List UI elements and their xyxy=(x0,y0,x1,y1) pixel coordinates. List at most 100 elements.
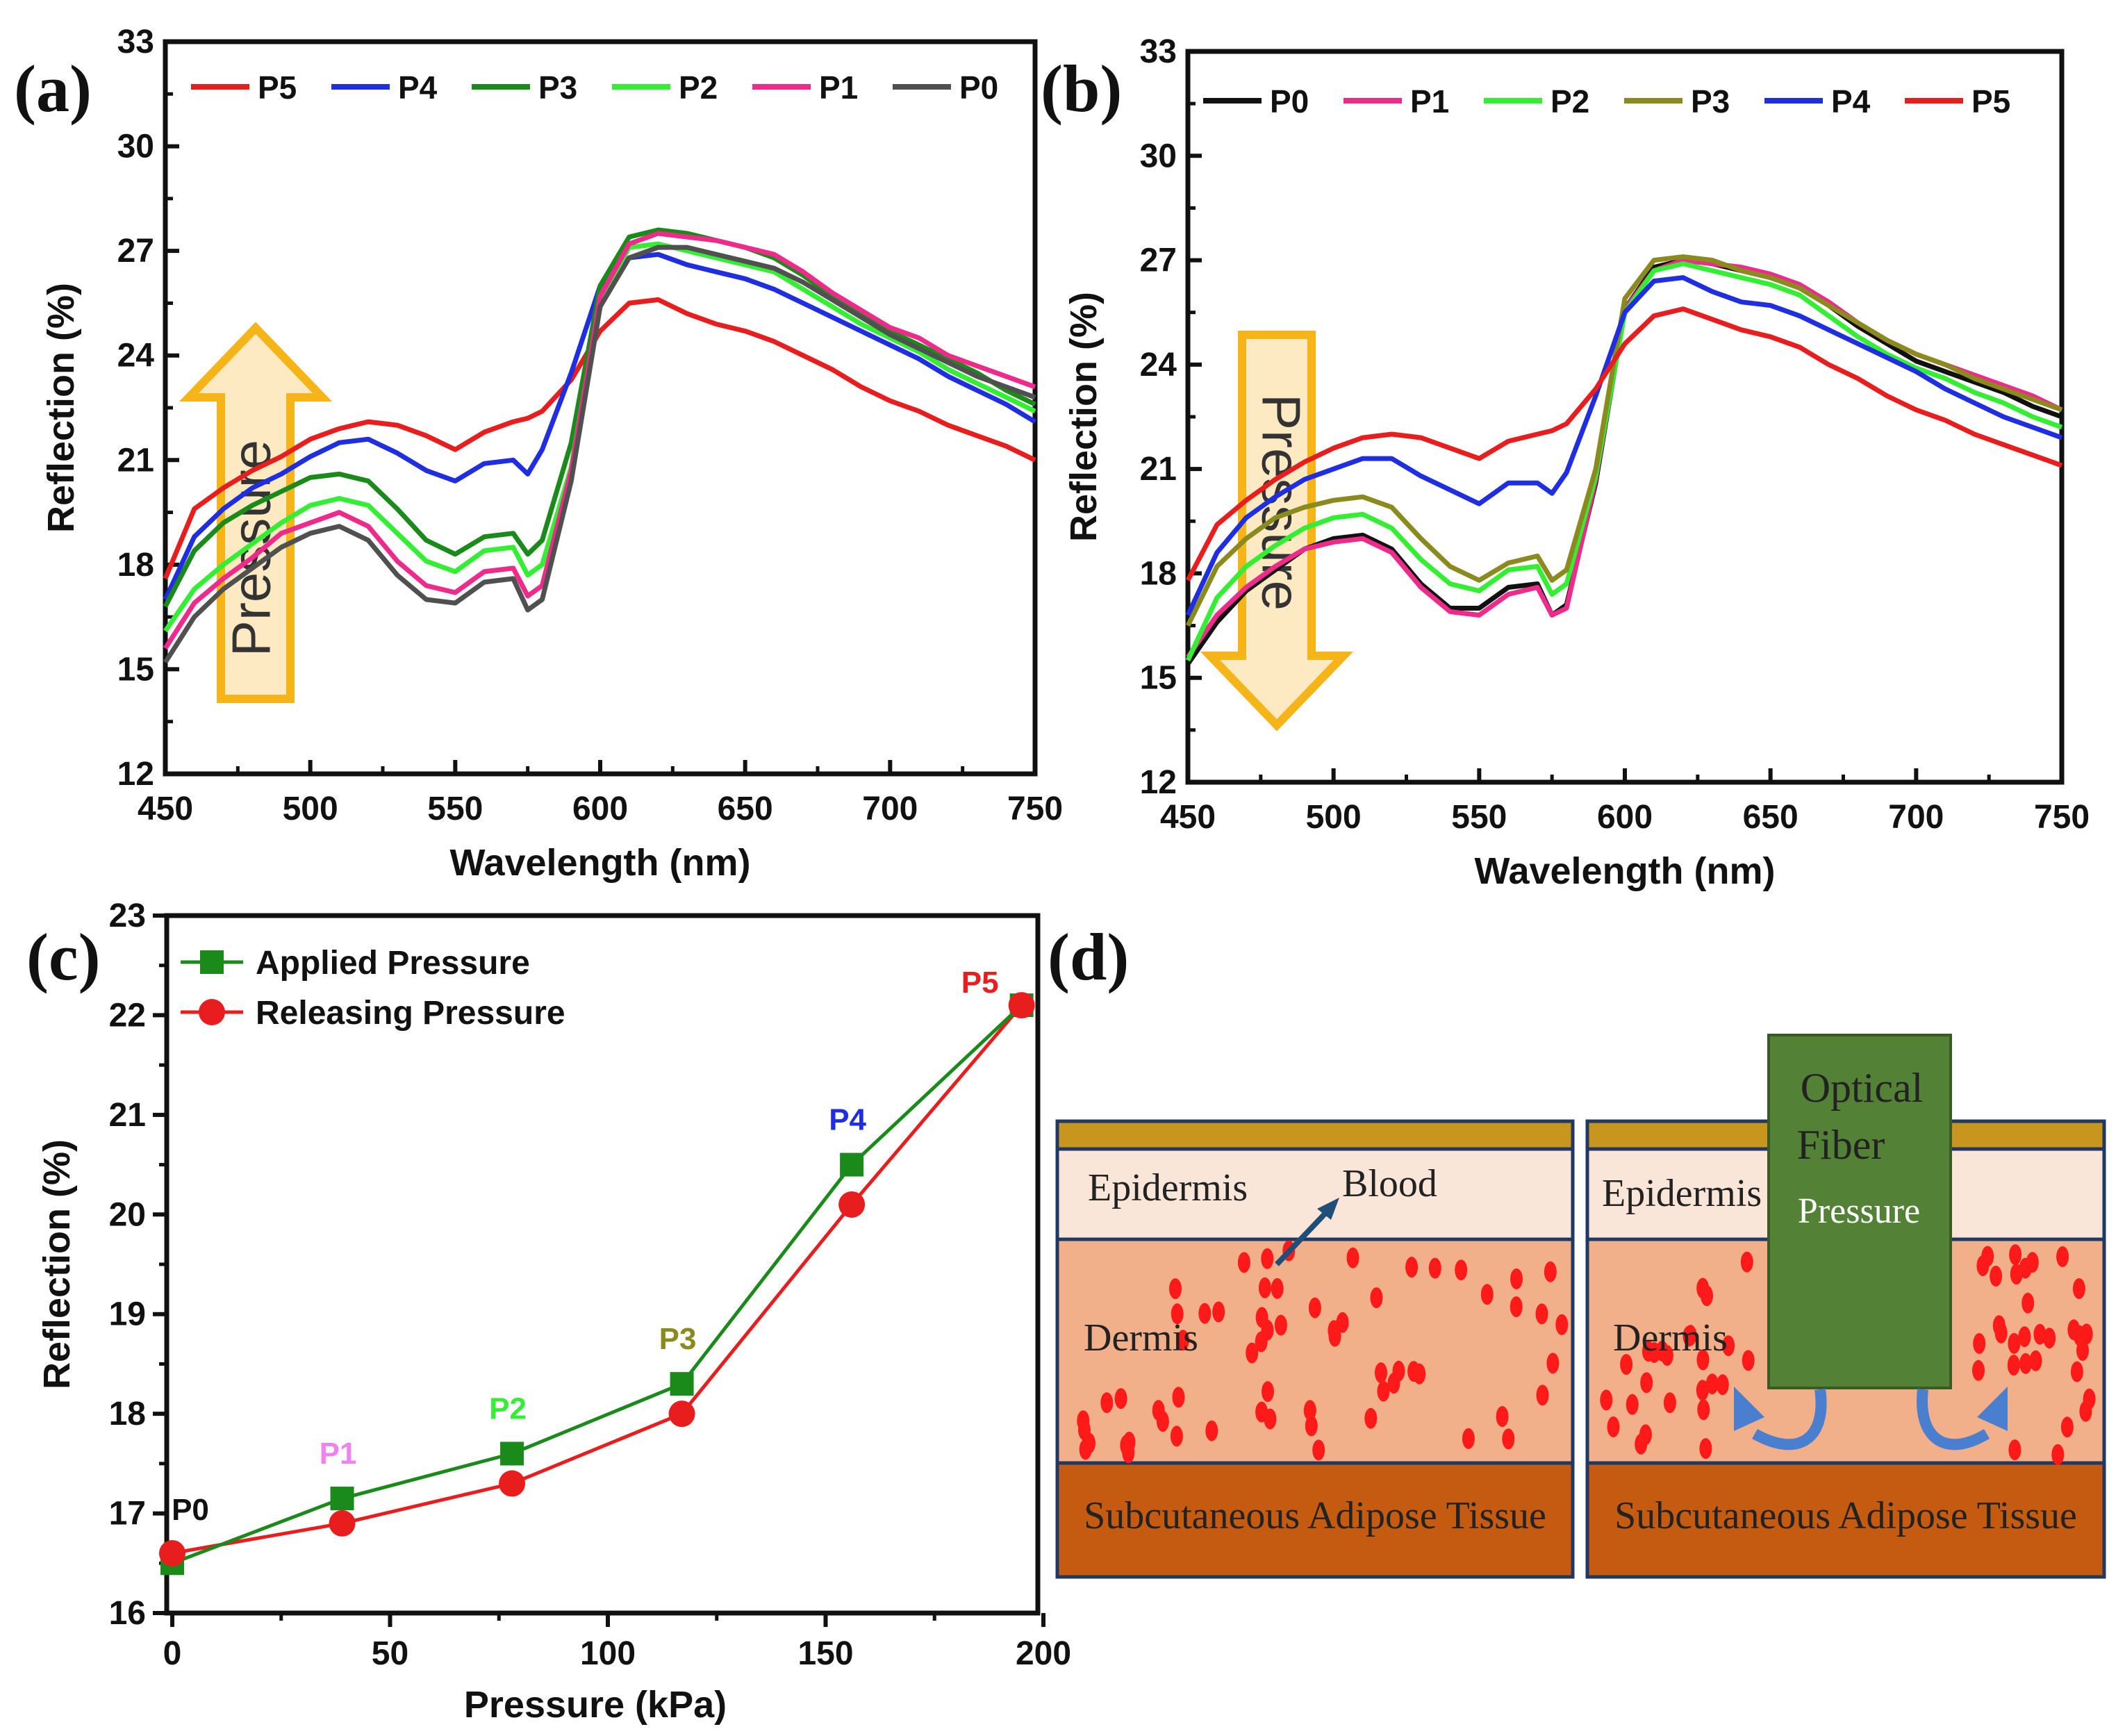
flow-arrow-left-head xyxy=(1734,1387,1764,1431)
blood-cell xyxy=(1120,1435,1133,1456)
y-axis-label: Reflection (%) xyxy=(40,283,82,533)
x-axis-label: Wavelength (nm) xyxy=(449,842,750,884)
y-tick-label: 12 xyxy=(117,756,154,793)
blood-cell xyxy=(1544,1261,1557,1282)
blood-cell xyxy=(1555,1314,1569,1335)
blood-cell xyxy=(2021,1292,2035,1314)
blood-cell xyxy=(1255,1307,1268,1328)
blood-cell xyxy=(2072,1278,2085,1299)
blood-pointer-arrowhead xyxy=(1317,1198,1339,1220)
blood-cell xyxy=(1648,1342,1661,1363)
y-tick-label: 24 xyxy=(117,338,155,374)
panel-label-a: (a) xyxy=(14,51,92,126)
series-line-applied xyxy=(172,1004,1023,1565)
x-tick-label: 650 xyxy=(1743,799,1799,836)
skin-left: Epidermis Blood Dermis Subcutaneous Adip… xyxy=(1055,1119,1575,1579)
blood-cell xyxy=(2019,1353,2032,1374)
blood-cell xyxy=(1973,1333,1986,1354)
blood-cell xyxy=(1428,1257,1441,1279)
series-line-p2 xyxy=(1185,261,2063,662)
blood-cell xyxy=(2070,1361,2083,1382)
blood-cell xyxy=(1535,1303,1548,1325)
flow-arrow-right xyxy=(1917,1389,1990,1450)
blood-cell xyxy=(1407,1361,1421,1382)
blood-cell xyxy=(2033,1323,2047,1345)
chart-a: 450 500 550 600 650 700 750 12 15 18 21 24 27 30 33 Wav… xyxy=(40,24,1063,884)
x-tick-label: 450 xyxy=(1160,799,1216,836)
blood-cell xyxy=(1364,1407,1378,1429)
x-tick-label: 550 xyxy=(427,791,483,827)
adipose-layer xyxy=(1585,1461,2106,1579)
fiber-label-line1: Optical xyxy=(1801,1065,1924,1111)
y-tick-label: 33 xyxy=(117,24,154,60)
y-tick-label: 15 xyxy=(1140,660,1177,697)
legend-label-p0: P0 xyxy=(1270,83,1309,119)
point-label-p0: P0 xyxy=(172,1493,209,1527)
blood-cell xyxy=(1620,1354,1633,1375)
blood-cell xyxy=(1697,1399,1710,1421)
blood-cell xyxy=(1660,1345,1673,1366)
legend-label-p4: P4 xyxy=(398,69,438,106)
legend-label-p0: P0 xyxy=(959,69,998,106)
blood-cell xyxy=(1405,1257,1419,1278)
series-line-p3 xyxy=(163,227,1036,608)
legend-label-p2: P2 xyxy=(1551,83,1589,119)
y-axis-label: Reflection (%) xyxy=(1063,292,1105,542)
blood-cell xyxy=(1169,1278,1182,1300)
blood-cell xyxy=(1740,1251,1753,1273)
blood-cell xyxy=(1177,1330,1189,1351)
blood-cells xyxy=(1077,1240,1569,1464)
fiber-label-line2: Fiber xyxy=(1797,1122,1885,1168)
blood-cell xyxy=(1346,1247,1359,1268)
blood-cell xyxy=(2076,1340,2089,1361)
blood-cell xyxy=(1510,1268,1523,1289)
blood-cell xyxy=(1462,1428,1475,1449)
blood-cell xyxy=(2007,1355,2020,1376)
blood-cell xyxy=(1262,1381,1274,1403)
blood-cell xyxy=(2051,1444,2065,1465)
x-tick-label: 50 xyxy=(372,1635,408,1672)
blood-cell xyxy=(1536,1384,1549,1406)
x-tick-label: 200 xyxy=(1016,1635,1071,1672)
panel-label-b: (b) xyxy=(1041,51,1122,126)
releasing-marker xyxy=(159,1539,185,1566)
pressure-arrow-label: Pressure xyxy=(221,440,282,656)
blood-cell xyxy=(1607,1416,1620,1437)
blood-cell xyxy=(1640,1372,1653,1394)
series-line-p3 xyxy=(1185,254,2063,627)
y-tick-label: 15 xyxy=(117,651,154,688)
legend-label-releasing: Releasing Pressure xyxy=(256,995,565,1032)
blood-cell xyxy=(1198,1303,1212,1324)
blood-cell xyxy=(2080,1323,2093,1345)
releasing-marker xyxy=(329,1510,356,1537)
y-axis-label: Reflection (%) xyxy=(36,1139,78,1389)
blood-cell xyxy=(1699,1438,1712,1460)
blood-cell xyxy=(2056,1246,2069,1267)
x-tick-label: 100 xyxy=(580,1635,636,1672)
series-line-releasing xyxy=(172,1004,1023,1555)
panel-label-d: (d) xyxy=(1048,920,1129,994)
y-tick-label: 18 xyxy=(117,547,154,584)
x-tick-label: 700 xyxy=(862,791,918,827)
blood-cell xyxy=(1639,1424,1652,1446)
blood-cell xyxy=(2079,1400,2092,1422)
blood-cell xyxy=(1370,1287,1383,1309)
chart-c: 0 50 100 150 200 16 17 18 19 20 21 22 23 Pressure (kP… xyxy=(36,898,1071,1726)
legend-label-p5: P5 xyxy=(1971,83,2010,119)
blood-cell xyxy=(1308,1297,1321,1318)
optical-fiber xyxy=(1767,1034,1952,1389)
blood-cell xyxy=(1171,1303,1184,1325)
point-label-p1: P1 xyxy=(320,1437,357,1471)
blood-cell xyxy=(1264,1408,1277,1430)
blood-cell xyxy=(1258,1277,1271,1298)
blood-cell xyxy=(1510,1296,1523,1318)
pressure-arrow xyxy=(1200,331,1354,731)
legend-label-applied: Applied Pressure xyxy=(256,945,530,982)
blood-cell xyxy=(1705,1373,1719,1395)
blood-cell xyxy=(1312,1439,1325,1461)
y-tick-label: 33 xyxy=(1140,33,1177,70)
legend-label-p1: P1 xyxy=(1410,83,1449,119)
dermis-label: Dermis xyxy=(1613,1316,1728,1359)
skin-diagram: Epidermis Blood Dermis Subcutaneous Adip… xyxy=(1055,1034,2106,1579)
x-tick-label: 500 xyxy=(283,791,338,827)
